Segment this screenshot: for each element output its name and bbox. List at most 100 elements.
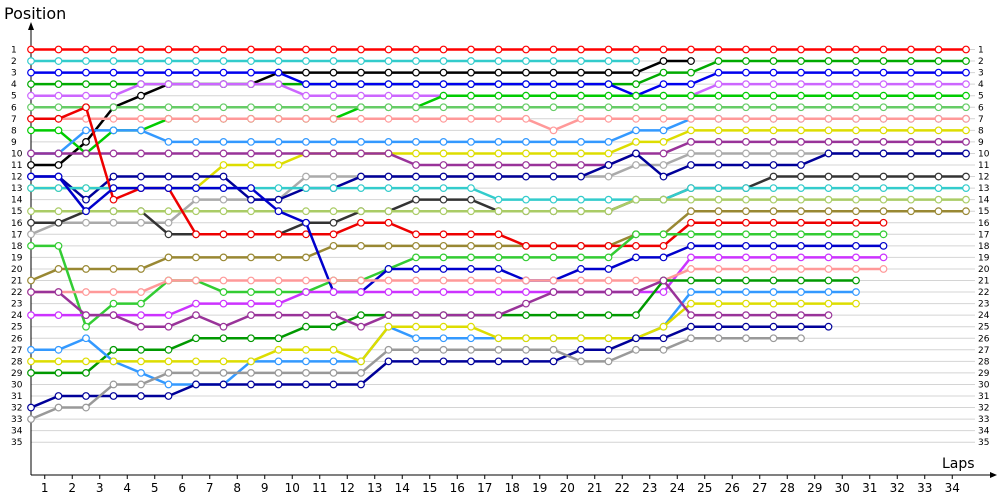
data-point [549,161,558,169]
data-point [907,172,915,181]
data-point [632,311,640,320]
data-point [439,253,448,262]
data-point [687,218,695,227]
data-point [604,172,613,181]
data-point [962,126,970,135]
data-point [467,265,475,273]
data-point [962,195,970,204]
data-point [494,345,503,354]
data-point [164,207,173,216]
data-point [247,230,255,239]
data-point [82,357,90,366]
data-point [962,91,970,100]
data-point [82,288,90,296]
data-point [632,276,640,285]
data-point [219,322,228,331]
x-tick-label: 20 [560,481,575,495]
data-point [439,161,448,169]
data-point [247,276,255,285]
data-point [824,149,833,158]
data-point [522,45,530,54]
data-point [384,184,393,193]
x-tick-label: 21 [587,481,602,495]
data-point [879,230,888,239]
data-point [192,57,200,65]
data-point [549,334,558,343]
data-point [742,68,750,77]
data-point [219,253,228,262]
data-point [247,57,255,65]
data-point [247,149,255,158]
data-point [274,57,283,65]
data-point [824,299,833,308]
data-point [137,369,145,377]
y-tick-label: 24 [11,311,23,321]
data-point [82,207,90,216]
data-point [329,218,338,227]
y-tick-label-right: 16 [978,219,990,229]
data-point [769,218,778,227]
data-point [824,207,833,216]
series-8 [27,103,970,112]
data-point [27,230,35,239]
data-point [577,172,585,181]
data-point [879,103,888,112]
data-point [632,230,640,239]
x-tick-label: 34 [945,481,960,495]
data-point [219,369,228,377]
data-point [302,207,310,216]
data-point [659,91,668,100]
data-point [439,149,448,158]
data-point [412,288,420,296]
data-point [852,265,860,273]
series-line [31,256,884,317]
data-point [109,207,118,216]
data-point [357,149,365,158]
data-point [467,288,475,296]
data-point [769,299,778,308]
data-point [604,114,613,123]
data-point [907,57,915,65]
data-point [577,161,585,169]
y-tick-label: 33 [11,415,22,425]
data-point [302,137,310,146]
data-point [687,288,695,296]
x-tick-label: 16 [450,481,465,495]
data-point [302,45,310,54]
data-point [274,299,283,308]
data-point [467,230,475,239]
data-point [824,103,833,112]
data-point [659,45,668,54]
data-point [494,137,503,146]
data-point [742,299,750,308]
data-point [604,345,613,354]
data-point [577,241,585,250]
data-point [522,276,530,285]
data-point [164,253,173,262]
data-point [604,253,613,262]
data-point [27,276,35,285]
data-point [54,288,63,296]
data-point [192,184,200,193]
data-point [879,172,888,181]
data-point [54,126,63,135]
data-point [852,149,860,158]
data-point [934,126,943,135]
data-point [164,57,173,65]
data-point [329,45,338,54]
x-axis-title: Laps [942,456,975,472]
data-point [412,311,420,320]
data-point [604,103,613,112]
data-point [494,230,503,239]
data-point [412,45,420,54]
data-point [879,184,888,193]
data-point [632,114,640,123]
data-point [742,137,750,146]
data-point [687,126,695,135]
data-point [907,45,915,54]
data-point [467,161,475,169]
data-point [412,161,420,169]
data-point [907,126,915,135]
data-point [907,207,915,216]
y-tick-label-right: 27 [978,346,989,356]
